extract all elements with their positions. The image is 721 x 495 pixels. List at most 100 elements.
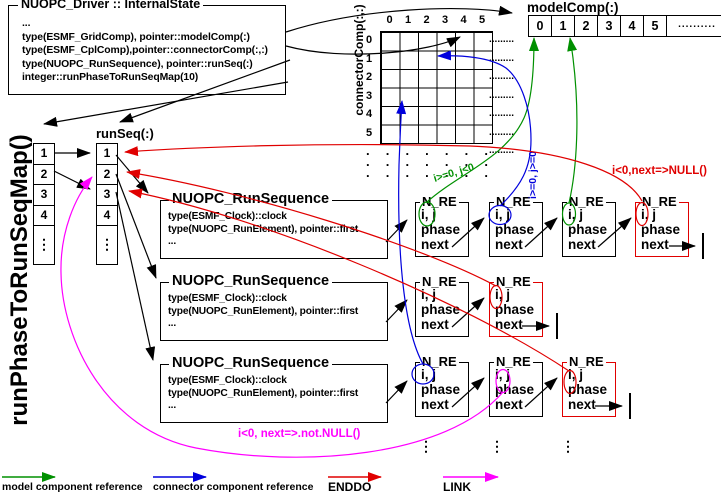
grid-row-header: 4 (365, 108, 373, 120)
run-element-box-enddo: N_RE i, j phase next (635, 194, 689, 257)
grid-row-dots: ......... (489, 145, 515, 156)
run-element-phase: phase (495, 302, 535, 317)
run-element-title: N_RE (420, 354, 459, 369)
runsequence-clock-line: type(ESMF_Clock)::clock (168, 211, 287, 222)
modelcomp-label: modelComp(:) (527, 0, 619, 15)
link-rule-annotation: i<0, next=>.not.NULL() (238, 428, 361, 440)
run-element-ij: i, j (641, 207, 657, 222)
runseq-array: 1 2 3 4 ⋮ (96, 143, 118, 265)
runphasemap-cell: 4 (34, 206, 54, 226)
arrow-runseq1-to-seq1 (115, 154, 149, 194)
driver-line-runphasemap: integer::runPhaseToRunSeqMap(10) (22, 72, 199, 83)
element-column-ellipsis: ⋮ (419, 438, 433, 454)
grid-row-header: 2 (365, 71, 373, 83)
runphasemap-cell: 3 (34, 185, 54, 206)
driver-box-title: NUOPC_Driver :: InternalState (18, 0, 204, 11)
run-element-box-enddo: N_RE i, j phase next (489, 274, 543, 337)
run-element-box: N_RE i, j phase next (562, 194, 616, 257)
run-element-ij: i, j (421, 207, 437, 222)
run-element-box: N_RE i, j phase next (489, 354, 543, 417)
run-element-next: next (495, 397, 523, 412)
run-element-next: next (568, 397, 596, 412)
run-element-title: N_RE (567, 354, 606, 369)
modelcomp-cell: 4 (621, 16, 644, 36)
run-element-phase: phase (641, 222, 681, 237)
run-element-title: N_RE (494, 274, 533, 289)
arrow-runseq2-to-seq2 (115, 173, 157, 279)
modelcomp-array: 0 1 2 3 4 5 .......... (528, 15, 721, 37)
run-element-phase: phase (421, 302, 461, 317)
grid-row-header: 3 (365, 89, 373, 102)
arrow-map2-to-runseq3 (53, 170, 91, 190)
legend-link-label: LINK (443, 480, 471, 494)
run-element-next: next (495, 237, 523, 252)
run-element-ij: i, j (495, 287, 511, 302)
modelcomp-cell: 3 (598, 16, 621, 36)
runphasemap-array: 1 2 3 4 ⋮ (33, 143, 55, 265)
arrow-runseq3-to-seq3 (115, 191, 156, 361)
runsequence-title: NUOPC_RunSequence (169, 273, 333, 289)
run-element-box-enddo: N_RE i, j phase next (562, 354, 616, 417)
legend-enddo-label: ENDDO (328, 480, 372, 494)
modelcomp-cell: 0 (529, 16, 552, 36)
grid-col-header: 2 (423, 14, 430, 26)
runsequence-box-1: NUOPC_RunSequence type(ESMF_Clock)::cloc… (160, 191, 388, 259)
grid-row-dots: ......... (489, 89, 515, 101)
runseq-cell: 3 (97, 185, 117, 206)
grid-row-header: 1 (365, 52, 373, 65)
run-element-phase: phase (421, 222, 461, 237)
run-element-title: N_RE (494, 354, 533, 369)
runphasemap-cell: 1 (34, 144, 54, 165)
run-element-ij: i, j (421, 367, 437, 382)
driver-line-ellipsis: ... (22, 18, 31, 29)
runseq-cell: 1 (97, 144, 117, 165)
arrow-seq3-first (385, 380, 408, 404)
runphasemap-cell: 2 (34, 165, 54, 185)
run-element-next: next (421, 237, 449, 252)
grid-row-dots: ......... (489, 108, 515, 119)
run-element-box: N_RE i, j phase next (415, 194, 469, 257)
run-element-next: next (495, 317, 523, 332)
run-element-ij: i, j (568, 367, 584, 382)
grid-col-header: 4 (460, 14, 467, 26)
runsequence-title: NUOPC_RunSequence (169, 191, 333, 207)
run-element-ij: i, j (495, 367, 511, 382)
runsequence-first-line: type(NUOPC_RunElement), pointer::first (168, 305, 359, 317)
connectorcomp-grid (380, 31, 493, 144)
run-element-phase: phase (421, 382, 461, 397)
run-element-phase: phase (568, 222, 608, 237)
run-element-next: next (421, 397, 449, 412)
run-element-ij: i, j (421, 287, 437, 302)
run-element-next: next (641, 237, 669, 252)
arrow-seq2-first (385, 299, 408, 323)
driver-line-connectorcomp: type(ESMF_CplComp),pointer::connectorCom… (22, 45, 268, 56)
runseq-cell: 4 (97, 206, 117, 226)
run-element-next: next (568, 237, 596, 252)
run-element-title: N_RE (420, 274, 459, 289)
run-element-ij: i, j (568, 207, 584, 222)
element-column-ellipsis: ⋮ (561, 438, 575, 454)
runsequence-clock-line: type(ESMF_Clock)::clock (168, 375, 287, 386)
grid-col-header: 1 (404, 14, 412, 26)
run-element-phase: phase (495, 382, 535, 397)
grid-col-header: 0 (386, 14, 393, 26)
legend-model-ref-label: model component reference (2, 481, 143, 493)
modelcomp-cell-more: .......... (678, 19, 716, 30)
grid-row-dots: ......... (489, 34, 515, 45)
grid-row-header: 5 (365, 126, 373, 139)
run-element-next: next (421, 317, 449, 332)
arrow-seq1-first (385, 219, 408, 243)
runphasemap-cell-more: ⋮ (37, 236, 51, 252)
grid-col-header: 5 (478, 14, 486, 26)
runphasemap-label: runPhaseToRunSeqMap() (6, 134, 33, 426)
run-element-phase: phase (495, 222, 535, 237)
grid-row-header: 0 (365, 34, 373, 46)
modelcomp-cell: 2 (575, 16, 598, 36)
runsequence-box-2: NUOPC_RunSequence type(ESMF_Clock)::cloc… (160, 273, 388, 341)
enddo-rule-annotation: i<0,next=>NULL() (612, 165, 707, 177)
runsequence-box-3: NUOPC_RunSequence type(ESMF_Clock)::cloc… (160, 355, 388, 423)
run-element-title: N_RE (420, 194, 459, 209)
modelcomp-cell: 5 (644, 16, 667, 36)
runseq-label: runSeq(:) (96, 126, 154, 141)
